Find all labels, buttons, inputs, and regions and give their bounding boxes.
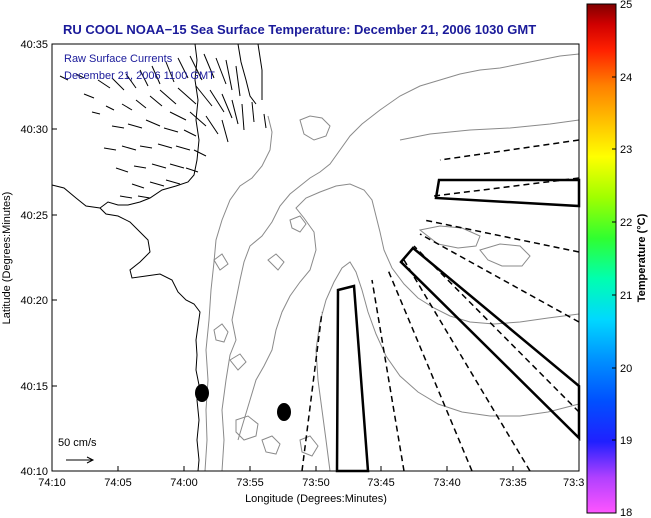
- radar-sector-lines: [301, 139, 580, 472]
- x-tick-label: 74:00: [170, 477, 198, 489]
- map-tick-marks: [52, 43, 514, 472]
- x-tick-label: 74:05: [104, 477, 132, 489]
- map-background: [52, 44, 579, 471]
- x-tick-label: 73:55: [236, 477, 264, 489]
- river-channel: [237, 43, 257, 105]
- y-tick-label: 40:20: [20, 295, 48, 307]
- coastline-inlet: [51, 184, 101, 209]
- x-tick-label: 73:45: [367, 477, 395, 489]
- overlay-currents-timestamp: December 21, 2006 1100 GMT: [64, 70, 215, 82]
- bathymetry-contours: [204, 53, 580, 472]
- y-axis-label: Latitude (Degrees:Minutes): [1, 192, 13, 325]
- y-tick-label: 40:10: [20, 466, 48, 478]
- figure-title: RU COOL NOAA−15 Sea Surface Temperature:…: [63, 22, 536, 37]
- colorbar-tick-label: 25: [620, 0, 632, 11]
- colorbar-tick-label: 19: [620, 435, 632, 447]
- scale-arrow: [66, 456, 95, 464]
- x-tick-label: 73:3: [563, 477, 584, 489]
- x-tick-label: 73:40: [433, 477, 461, 489]
- colorbar-label: Temperature (°C): [636, 213, 648, 302]
- colorbar-tick-label: 24: [620, 72, 632, 84]
- colorbar-tick-label: 23: [620, 144, 632, 156]
- station-marker: [195, 384, 209, 402]
- x-tick-label: 73:35: [499, 477, 527, 489]
- scale-label: 50 cm/s: [58, 437, 97, 449]
- y-tick-label: 40:30: [20, 124, 48, 136]
- colorbar-tick-label: 18: [620, 507, 632, 518]
- colorbar-tick-label: 20: [620, 363, 632, 375]
- y-tick-label: 40:35: [20, 39, 48, 51]
- x-tick-labels: 74:10 74:05 74:00 73:55 73:50 73:45 73:4…: [38, 477, 584, 489]
- x-tick-label: 73:50: [302, 477, 330, 489]
- y-tick-label: 40:15: [20, 381, 48, 393]
- colorbar: 25 24 23 22 21 20 19 18 Temperature (°C): [586, 0, 648, 518]
- current-vectors: [59, 53, 267, 199]
- river-channel-2: [257, 43, 263, 100]
- map-panel: Raw Surface Currents December 21, 2006 1…: [51, 43, 581, 473]
- overlay-currents-label: Raw Surface Currents: [64, 53, 173, 65]
- x-axis-label: Longitude (Degrees:Minutes): [245, 493, 387, 505]
- colorbar-tick-label: 21: [620, 290, 632, 302]
- colorbar-ticks: [612, 3, 616, 514]
- coastline: [99, 43, 201, 472]
- station-marker: [277, 403, 291, 421]
- y-tick-labels: 40:35 40:30 40:25 40:20 40:15 40:10: [20, 39, 48, 478]
- colorbar-gradient: [586, 3, 617, 514]
- y-tick-label: 40:25: [20, 210, 48, 222]
- x-tick-label: 74:10: [38, 477, 66, 489]
- colorbar-tick-label: 22: [620, 217, 632, 229]
